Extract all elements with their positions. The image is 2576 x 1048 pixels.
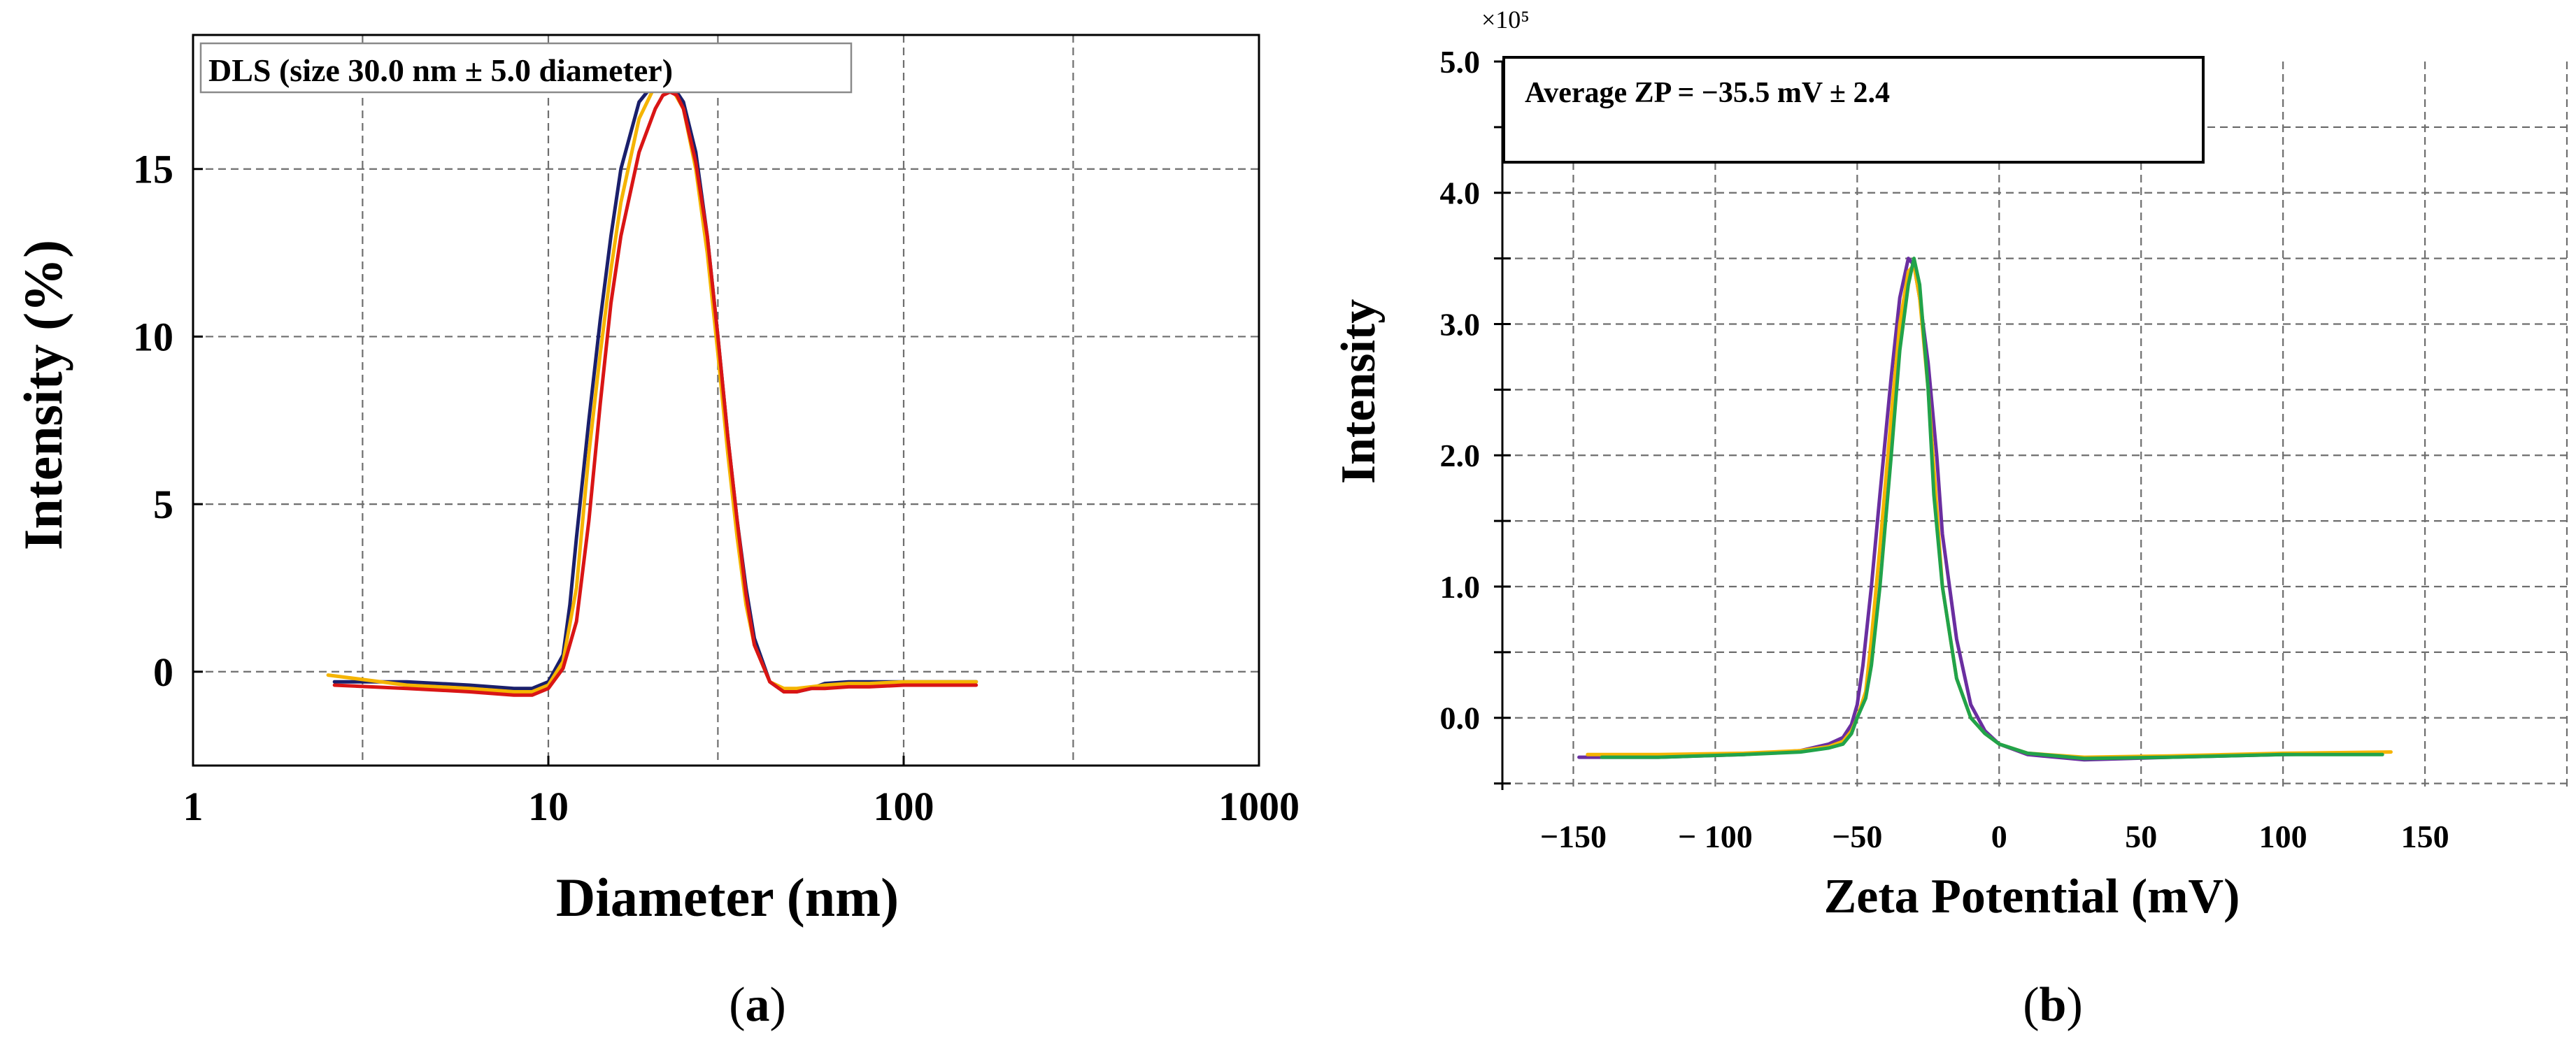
panel-a-dls-chart: 1 10 100 1000 0 5 10 15 DLS (size 30.0 nm ± 5.… (13, 34, 1300, 1032)
panel-b-y-tick-label: 2.0 (1440, 438, 1481, 473)
panel-b-x-tick-label: 0 (1991, 819, 2007, 854)
panel-b-scale-label: ×10⁵ (1481, 6, 1530, 34)
panel-b-x-tick-label: 150 (2401, 819, 2449, 854)
panel-a-annotation: DLS (size 30.0 nm ± 5.0 diameter) (208, 52, 673, 88)
panel-a-label: (a) (729, 978, 786, 1032)
panel-b-x-tick-label: −150 (1540, 819, 1607, 854)
panel-b-annotation: Average ZP = −35.5 mV ± 2.4 (1525, 77, 1890, 109)
panel-b-x-tick-label: − 100 (1678, 819, 1753, 854)
panel-b-x-axis-label: Zeta Potential (mV) (1824, 870, 2240, 924)
panel-a-x-axis-label: Diameter (nm) (556, 867, 899, 928)
panel-a-y-tick-label: 0 (153, 649, 173, 695)
panel-b-zeta-chart: −150 − 100 −50 0 50 100 150 0.0 1.0 2.0 3.0 4.0 5.0… (1332, 6, 2568, 1032)
panel-b-x-tick-label: 100 (2259, 819, 2307, 854)
panel-b-y-tick-label: 3.0 (1440, 306, 1481, 342)
panel-a-annotation-box (199, 42, 853, 94)
panel-a-y-tick-label: 5 (153, 482, 173, 527)
panel-a-x-tick-label: 100 (874, 784, 934, 829)
panel-b-y-tick-label: 4.0 (1440, 175, 1481, 211)
panel-b-gridlines (1502, 62, 2568, 790)
panel-a-x-tick-label: 1 (183, 784, 204, 829)
panel-b-x-tick-labels: −150 − 100 −50 0 50 100 150 (1540, 819, 2449, 854)
panel-a-y-tick-labels: 0 5 10 15 (133, 147, 173, 695)
panel-a-series (326, 76, 979, 697)
panel-b-y-tick-label: 0.0 (1440, 701, 1481, 736)
panel-a-x-tick-label: 1000 (1218, 784, 1300, 829)
panel-b-x-tick-label: 50 (2125, 819, 2157, 854)
panel-b-label: (b) (2023, 978, 2083, 1032)
panel-a-ticks (192, 168, 1260, 766)
panel-a-plot-frame (192, 34, 1260, 767)
panel-b-series-line (1600, 257, 2384, 761)
panel-b-x-tick-label: −50 (1832, 819, 1882, 854)
panel-b-annotation-box (1502, 56, 2205, 164)
panel-b-y-axis-label: Intensity (1332, 299, 1386, 484)
panel-a-y-tick-label: 10 (133, 314, 173, 359)
panel-a-x-tick-labels: 1 10 100 1000 (183, 784, 1300, 829)
panel-a-x-tick-label: 10 (528, 784, 569, 829)
panel-b-y-tick-label: 1.0 (1440, 569, 1481, 605)
panel-a-y-axis-label: Intensity (%) (13, 240, 73, 550)
panel-b-y-tick-label: 5.0 (1440, 44, 1481, 80)
panel-b-series (1577, 257, 2393, 762)
panel-a-y-tick-label: 15 (133, 147, 173, 192)
panel-a-series-line (332, 90, 979, 697)
panel-b-y-tick-labels: 0.0 1.0 2.0 3.0 4.0 5.0 (1440, 44, 1481, 736)
panel-a-gridlines (193, 35, 1259, 766)
